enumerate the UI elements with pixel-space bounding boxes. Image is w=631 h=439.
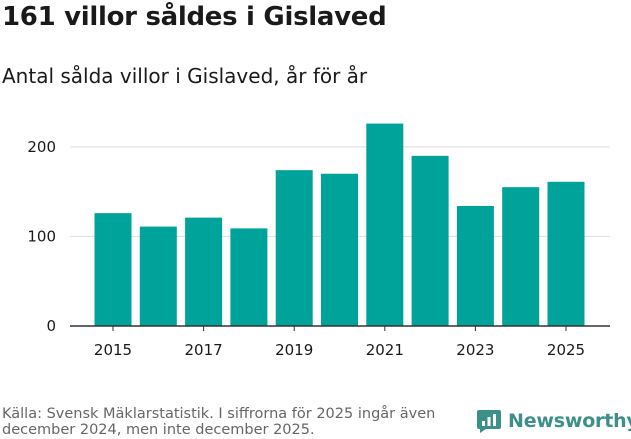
bar-2018 bbox=[230, 228, 268, 326]
newsworthy-logo: Newsworthy bbox=[476, 408, 631, 434]
bar-2021 bbox=[366, 123, 404, 326]
bar-chart: 0 100 200 2015 2017 2019 2021 2023 2025 bbox=[27, 123, 610, 359]
newsworthy-logo-icon bbox=[477, 410, 501, 433]
bar-2020 bbox=[321, 173, 358, 326]
chart-title: 161 villor såldes i Gislaved bbox=[2, 2, 387, 32]
x-tick-label-2019: 2019 bbox=[275, 341, 313, 359]
bar-2019 bbox=[275, 170, 313, 326]
bar-2016 bbox=[139, 226, 177, 326]
bars bbox=[94, 123, 585, 326]
bar-2017 bbox=[185, 217, 223, 326]
bar-2015 bbox=[94, 213, 132, 326]
x-tick-label-2015: 2015 bbox=[94, 341, 132, 359]
x-tick-label-2023: 2023 bbox=[456, 341, 494, 359]
y-tick-label-100: 100 bbox=[27, 227, 56, 245]
x-tick-label-2025: 2025 bbox=[547, 341, 585, 359]
x-tick-label-2021: 2021 bbox=[366, 341, 404, 359]
y-tick-label-200: 200 bbox=[27, 138, 56, 156]
bar-2025 bbox=[547, 181, 585, 326]
newsworthy-logo-text: Newsworthy bbox=[508, 410, 631, 432]
chart-subtitle: Antal sålda villor i Gislaved, år för år bbox=[2, 64, 368, 88]
axes: 0 100 200 2015 2017 2019 2021 2023 2025 bbox=[27, 138, 610, 359]
y-tick-label-0: 0 bbox=[46, 317, 56, 335]
bar-2024 bbox=[502, 187, 540, 326]
bar-2022 bbox=[411, 155, 449, 326]
bar-2023 bbox=[456, 205, 494, 326]
source-note: Källa: Svensk Mäklarstatistik. I siffror… bbox=[2, 406, 436, 438]
x-tick-label-2017: 2017 bbox=[185, 341, 223, 359]
